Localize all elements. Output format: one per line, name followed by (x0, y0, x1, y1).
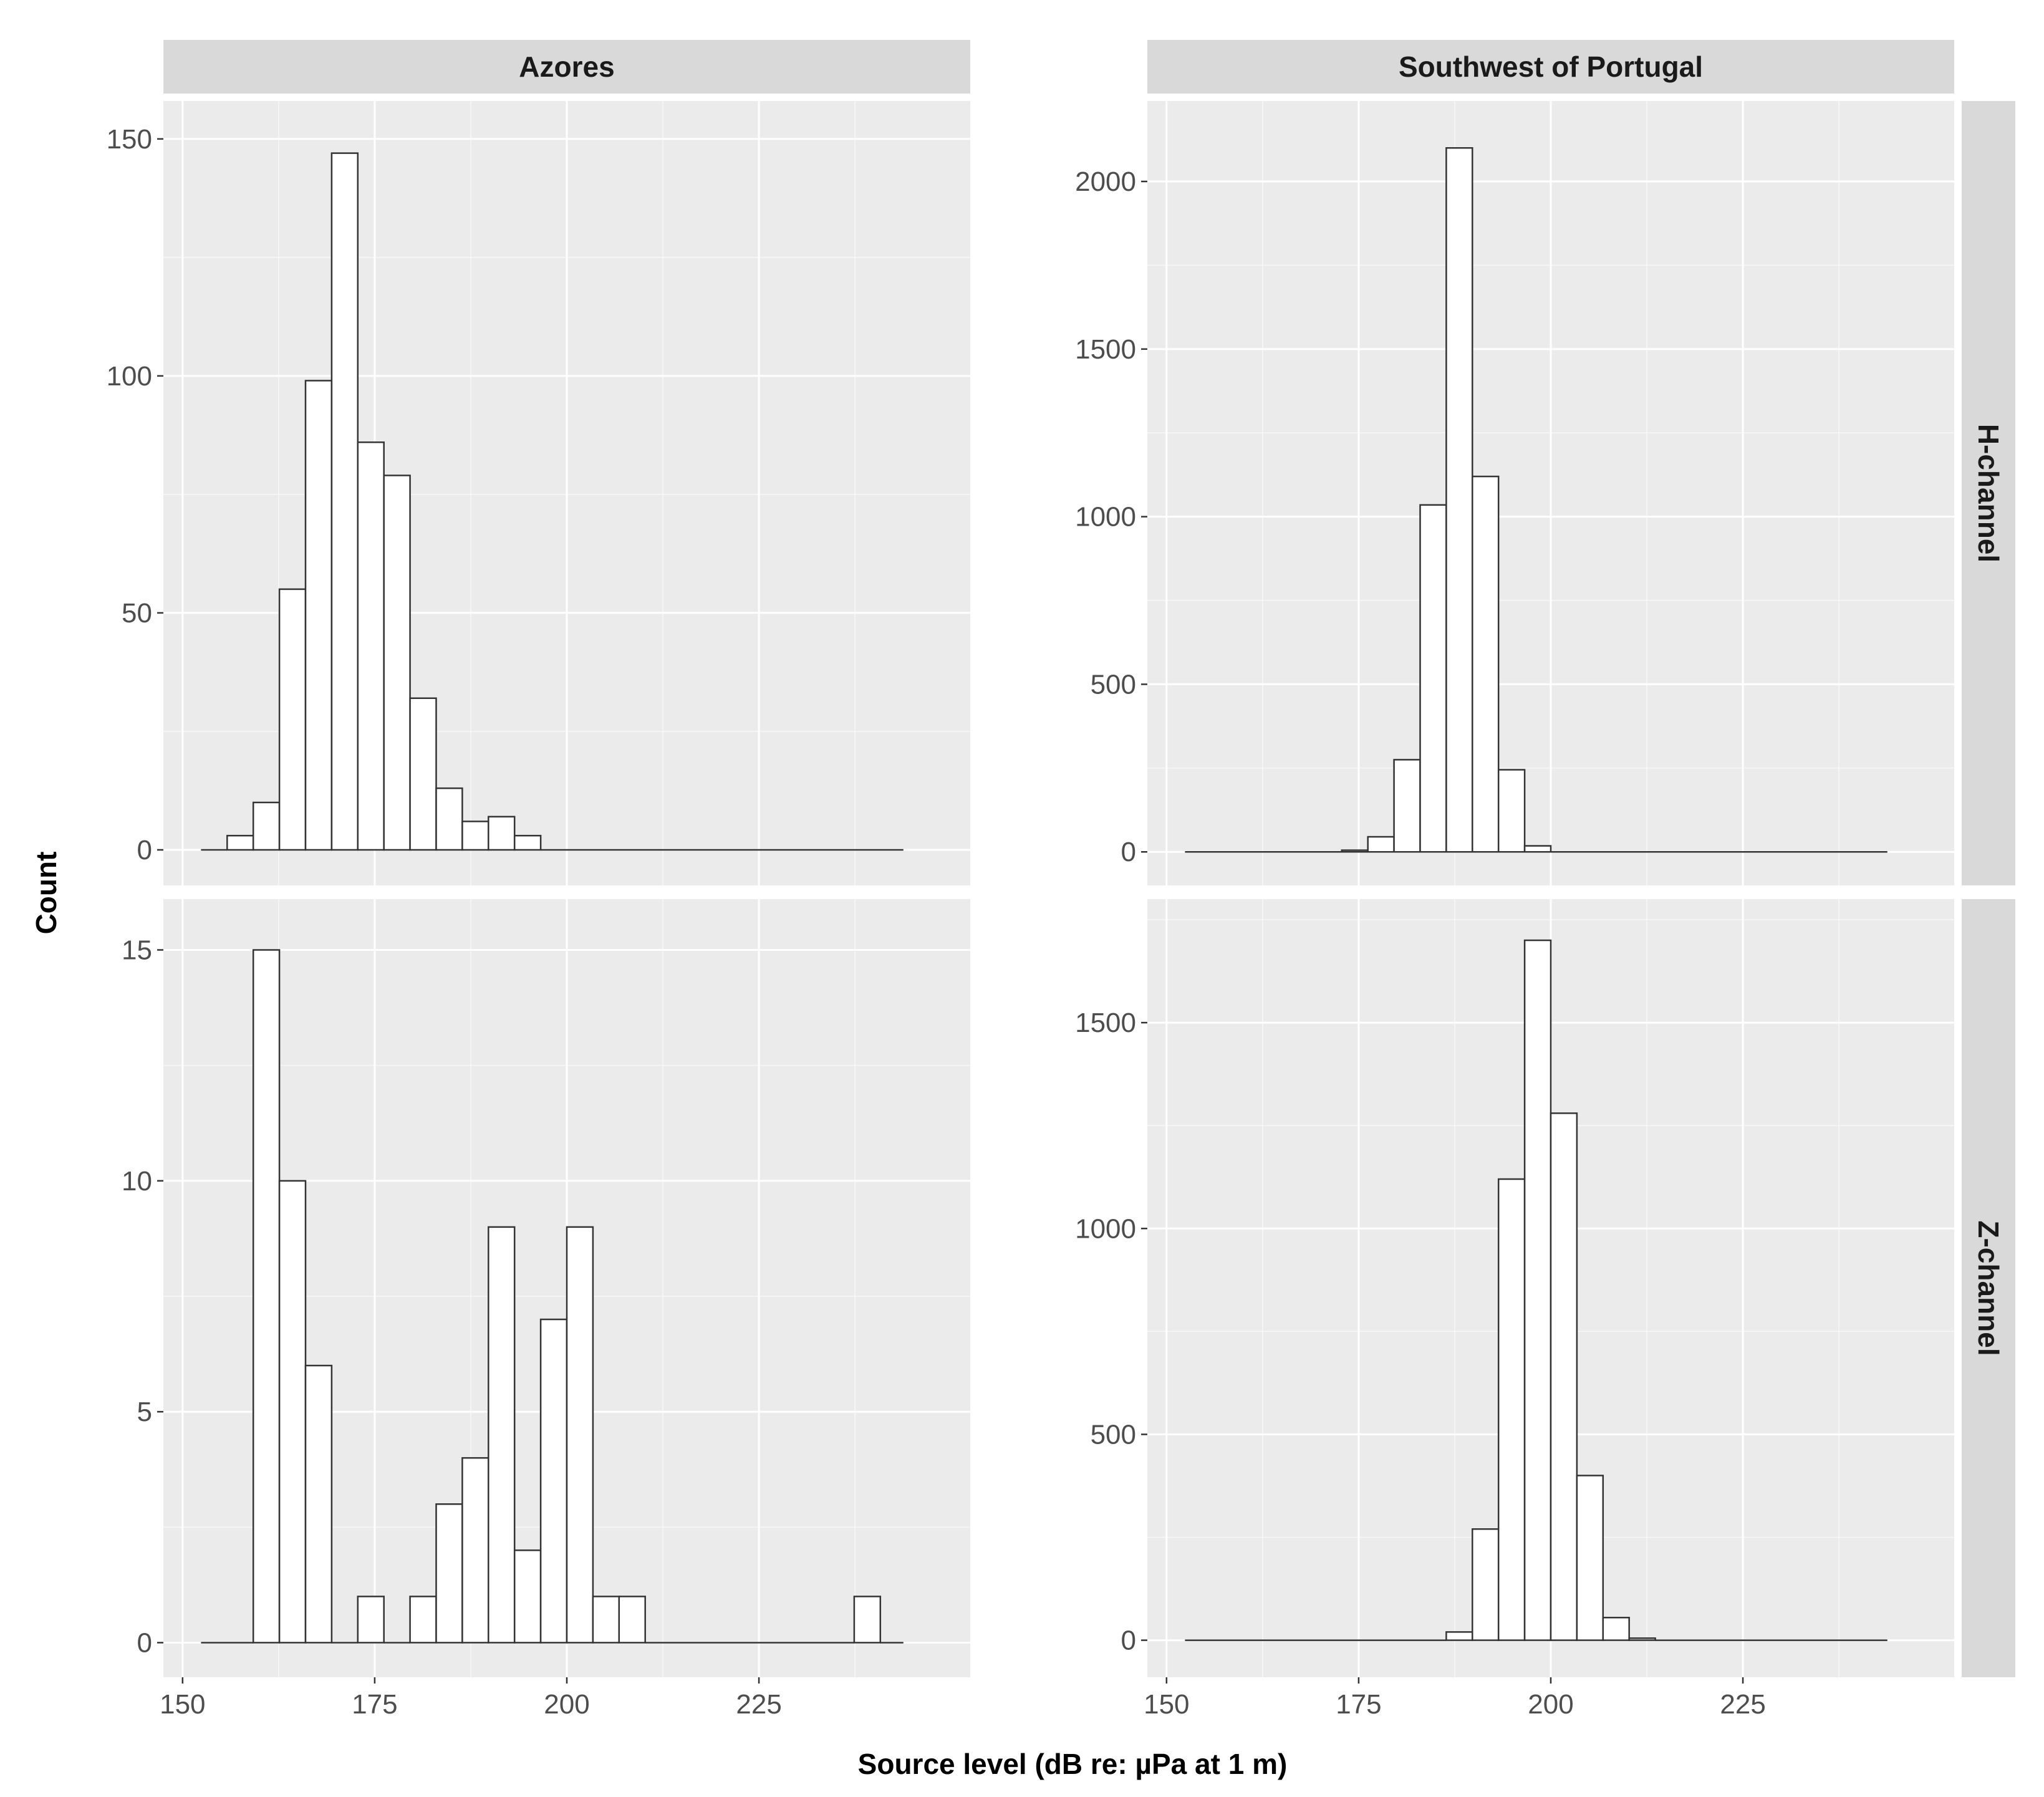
histogram-bar (488, 1226, 516, 1644)
histogram-bar (566, 1226, 594, 1644)
y-tick-label: 500 (1091, 669, 1136, 700)
histogram-bar (539, 1318, 568, 1644)
panel-azores-h-channel: 0 50 100 150 (107, 101, 970, 885)
histogram-bar (592, 1596, 620, 1644)
y-tick-label: 10 (122, 1166, 152, 1197)
panel-southwest-of-portugal-z-channel: 0 500 1000 1500 150 175 200 225 (1075, 899, 1954, 1720)
histogram-bar (461, 821, 489, 851)
histogram-bar (1472, 475, 1500, 853)
histogram-bar (513, 1549, 542, 1644)
y-tick-label: 150 (107, 124, 152, 155)
y-axis-title: Count (30, 852, 62, 935)
histogram-bar (357, 1596, 385, 1644)
y-tick-label: 500 (1091, 1419, 1136, 1450)
panel-southwest-of-portugal-h-channel: 0 500 1000 1500 2000 (1075, 101, 1954, 885)
x-tick-label: 150 (160, 1689, 205, 1720)
histogram-bar (1393, 759, 1421, 853)
y-tick-label: 1000 (1075, 502, 1136, 532)
histogram-bar (330, 152, 359, 851)
histogram-bar (226, 834, 254, 851)
histogram-bar (1550, 1112, 1578, 1641)
x-tick-label: 200 (544, 1689, 589, 1720)
histogram-bar (1497, 1178, 1526, 1641)
histogram-bar (1341, 849, 1369, 853)
y-tick-label: 2000 (1075, 166, 1136, 197)
histogram-bar (1523, 845, 1552, 853)
y-tick-label: 0 (1121, 1626, 1136, 1656)
histogram-bar (618, 1596, 646, 1644)
histogram-bar (357, 441, 385, 851)
histogram-bar (1472, 1528, 1500, 1641)
row-strip-h-channel (1962, 101, 2015, 885)
x-axis-title: Source level (dB re: µPa at 1 m) (858, 1748, 1288, 1780)
x-tick-label: 225 (1720, 1689, 1765, 1720)
y-tick-label: 100 (107, 361, 152, 392)
histogram-bar (252, 949, 281, 1644)
histogram-bar (409, 697, 437, 851)
histogram-bar (383, 475, 411, 851)
column-strip-azores (163, 40, 970, 94)
x-tick-label: 175 (352, 1689, 397, 1720)
y-tick-label: 1500 (1075, 334, 1136, 365)
histogram-bar (435, 1503, 463, 1644)
row-strip-z-channel (1962, 899, 2015, 1677)
histogram-bar (252, 801, 281, 851)
y-tick-label: 0 (1121, 837, 1136, 867)
histogram-bar (1602, 1617, 1630, 1641)
row-strip-label: H-channel (1972, 424, 2005, 562)
y-tick-label: 1500 (1075, 1008, 1136, 1038)
histogram-bar (1523, 939, 1552, 1641)
x-tick-label: 175 (1336, 1689, 1381, 1720)
histogram-bar (1628, 1637, 1656, 1641)
x-tick-label: 225 (736, 1689, 781, 1720)
x-tick-label: 150 (1144, 1689, 1189, 1720)
histogram-bar (488, 816, 516, 851)
row-strip-label: Z-channel (1972, 1220, 2005, 1356)
y-tick-label: 1000 (1075, 1213, 1136, 1244)
histogram-bar (853, 1596, 882, 1644)
column-strip-label: Southwest of Portugal (1399, 51, 1703, 83)
histogram-bar (278, 588, 307, 851)
histogram-bar (1445, 1631, 1473, 1641)
x-tick-label: 200 (1528, 1689, 1573, 1720)
column-strip-label: Azores (519, 51, 614, 83)
y-tick-label: 50 (122, 598, 152, 629)
column-strip-southwest-of-portugal (1147, 40, 1954, 94)
histogram-bar (409, 1596, 437, 1644)
histogram-bar (1367, 836, 1395, 853)
histogram-bar (513, 834, 542, 851)
histogram-bar (1497, 769, 1526, 853)
y-tick-label: 5 (137, 1397, 152, 1427)
y-tick-label: 0 (137, 1627, 152, 1658)
column-strips: Azores Southwest of Portugal (163, 40, 1954, 94)
histogram-bar (304, 1364, 333, 1644)
y-tick-label: 0 (137, 835, 152, 865)
histogram-bar (1576, 1475, 1604, 1641)
histogram-bar (1419, 504, 1447, 853)
histogram-bar (304, 380, 333, 851)
histogram-bar (435, 787, 463, 851)
histogram-bar (461, 1457, 489, 1644)
histogram-bar (278, 1180, 307, 1644)
row-strips: H-channel Z-channel (1962, 101, 2015, 1677)
y-tick-label: 15 (122, 935, 152, 965)
panel-azores-z-channel: 0 5 10 15 150 175 200 225 (122, 899, 970, 1720)
histogram-bar (1445, 147, 1473, 853)
